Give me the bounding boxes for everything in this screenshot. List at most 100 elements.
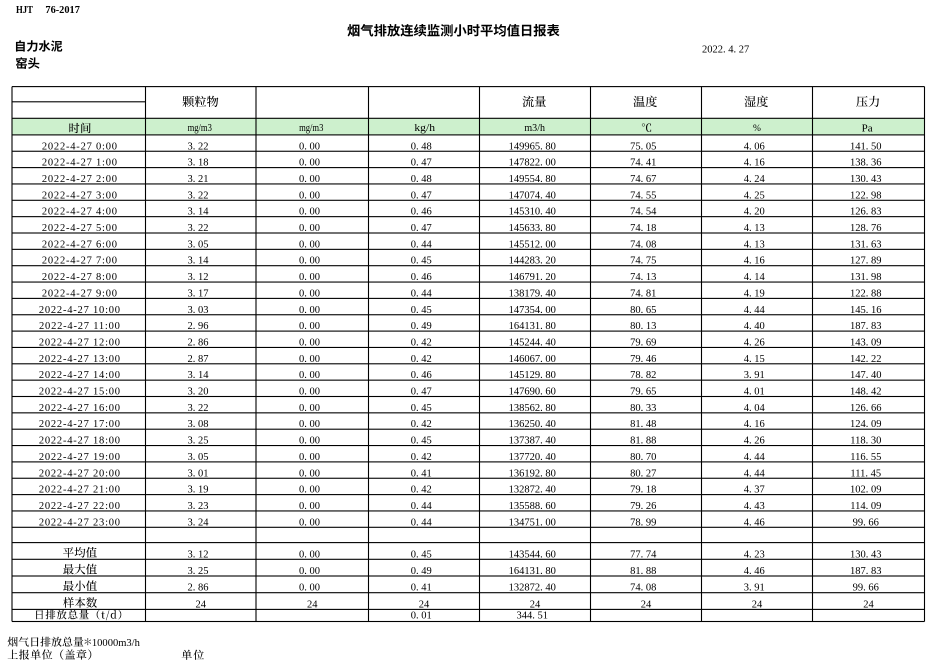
svg-text:4. 26: 4. 26 bbox=[744, 337, 765, 348]
svg-text:3. 05: 3. 05 bbox=[188, 452, 209, 463]
svg-text:3. 22: 3. 22 bbox=[188, 403, 209, 414]
svg-text:4. 04: 4. 04 bbox=[744, 403, 766, 414]
svg-text:142. 22: 142. 22 bbox=[850, 354, 882, 365]
svg-text:122. 98: 122. 98 bbox=[850, 190, 882, 201]
svg-text:0. 00: 0. 00 bbox=[299, 174, 320, 185]
svg-text:187. 83: 187. 83 bbox=[850, 566, 882, 577]
svg-text:3. 22: 3. 22 bbox=[188, 141, 209, 152]
svg-text:0. 00: 0. 00 bbox=[299, 141, 320, 152]
svg-text:2022-4-27 14:00: 2022-4-27 14:00 bbox=[39, 370, 121, 381]
svg-text:0. 49: 0. 49 bbox=[411, 321, 432, 332]
svg-text:127. 89: 127. 89 bbox=[850, 256, 882, 267]
svg-text:2022-4-27 9:00: 2022-4-27 9:00 bbox=[42, 288, 118, 299]
svg-text:3. 19: 3. 19 bbox=[188, 485, 209, 496]
svg-text:24: 24 bbox=[530, 599, 541, 610]
svg-text:135588. 60: 135588. 60 bbox=[509, 501, 556, 512]
svg-text:3. 01: 3. 01 bbox=[188, 468, 209, 479]
svg-text:118. 30: 118. 30 bbox=[850, 436, 881, 447]
svg-text:4. 24: 4. 24 bbox=[744, 174, 766, 185]
svg-text:74. 08: 74. 08 bbox=[630, 239, 656, 250]
svg-text:0. 42: 0. 42 bbox=[411, 485, 432, 496]
svg-text:77. 74: 77. 74 bbox=[630, 549, 657, 560]
svg-text:2. 96: 2. 96 bbox=[188, 321, 209, 332]
svg-text:74. 08: 74. 08 bbox=[630, 583, 656, 594]
svg-text:3. 14: 3. 14 bbox=[188, 256, 210, 267]
svg-text:24: 24 bbox=[419, 599, 430, 610]
svg-text:0. 01: 0. 01 bbox=[411, 611, 432, 622]
svg-text:149554. 80: 149554. 80 bbox=[509, 174, 556, 185]
svg-text:99. 66: 99. 66 bbox=[853, 583, 879, 594]
svg-text:111. 45: 111. 45 bbox=[850, 468, 881, 479]
svg-text:2022-4-27 4:00: 2022-4-27 4:00 bbox=[42, 207, 118, 218]
svg-text:3. 91: 3. 91 bbox=[744, 583, 765, 594]
svg-text:4. 25: 4. 25 bbox=[744, 190, 765, 201]
svg-text:0. 41: 0. 41 bbox=[411, 468, 432, 479]
svg-text:0. 00: 0. 00 bbox=[299, 321, 320, 332]
svg-text:147690. 60: 147690. 60 bbox=[509, 387, 556, 398]
svg-text:mg/m3: mg/m3 bbox=[188, 123, 212, 134]
svg-text:2022-4-27 18:00: 2022-4-27 18:00 bbox=[39, 436, 121, 447]
svg-text:141. 50: 141. 50 bbox=[850, 141, 882, 152]
svg-text:147. 40: 147. 40 bbox=[850, 370, 882, 381]
svg-text:%: % bbox=[753, 124, 761, 134]
svg-text:80. 27: 80. 27 bbox=[630, 468, 656, 479]
svg-text:124. 09: 124. 09 bbox=[850, 419, 882, 430]
svg-text:116. 55: 116. 55 bbox=[850, 452, 881, 463]
svg-text:2022-4-27 11:00: 2022-4-27 11:00 bbox=[39, 321, 121, 332]
svg-text:99. 66: 99. 66 bbox=[853, 517, 879, 528]
svg-text:3. 18: 3. 18 bbox=[188, 158, 209, 169]
svg-text:4. 20: 4. 20 bbox=[744, 207, 765, 218]
svg-text:0. 44: 0. 44 bbox=[411, 517, 433, 528]
svg-text:24: 24 bbox=[307, 599, 318, 610]
svg-text:4. 44: 4. 44 bbox=[744, 452, 766, 463]
svg-text:24: 24 bbox=[752, 599, 763, 610]
svg-text:4. 46: 4. 46 bbox=[744, 517, 765, 528]
svg-text:0. 00: 0. 00 bbox=[299, 256, 320, 267]
svg-text:2022-4-27 19:00: 2022-4-27 19:00 bbox=[39, 452, 121, 463]
svg-text:144283. 20: 144283. 20 bbox=[509, 256, 556, 267]
svg-text:81. 88: 81. 88 bbox=[630, 566, 656, 577]
svg-text:2022-4-27 8:00: 2022-4-27 8:00 bbox=[42, 272, 118, 283]
svg-text:4. 19: 4. 19 bbox=[744, 288, 765, 299]
svg-text:145. 16: 145. 16 bbox=[850, 305, 882, 316]
svg-text:2022-4-27 22:00: 2022-4-27 22:00 bbox=[39, 501, 121, 512]
svg-text:344. 51: 344. 51 bbox=[517, 611, 549, 622]
svg-text:74. 54: 74. 54 bbox=[630, 207, 657, 218]
svg-text:2022-4-27 3:00: 2022-4-27 3:00 bbox=[42, 190, 118, 201]
svg-text:2022-4-27 7:00: 2022-4-27 7:00 bbox=[42, 256, 118, 267]
svg-text:138562. 80: 138562. 80 bbox=[509, 403, 556, 414]
svg-text:75. 05: 75. 05 bbox=[630, 141, 656, 152]
svg-text:0. 44: 0. 44 bbox=[411, 239, 433, 250]
svg-text:2022-4-27 2:00: 2022-4-27 2:00 bbox=[42, 174, 118, 185]
svg-text:HJT: HJT bbox=[16, 4, 34, 16]
svg-text:130. 43: 130. 43 bbox=[850, 549, 882, 560]
svg-text:0. 00: 0. 00 bbox=[299, 370, 320, 381]
svg-text:m3/h: m3/h bbox=[524, 123, 545, 134]
svg-text:78. 99: 78. 99 bbox=[630, 517, 656, 528]
svg-text:80. 65: 80. 65 bbox=[630, 305, 656, 316]
svg-text:3. 25: 3. 25 bbox=[188, 436, 209, 447]
svg-text:0. 00: 0. 00 bbox=[299, 403, 320, 414]
svg-text:0. 42: 0. 42 bbox=[411, 354, 432, 365]
svg-text:4. 43: 4. 43 bbox=[744, 501, 765, 512]
svg-text:138. 36: 138. 36 bbox=[850, 158, 882, 169]
svg-text:74. 81: 74. 81 bbox=[630, 288, 656, 299]
svg-text:4. 44: 4. 44 bbox=[744, 305, 766, 316]
svg-text:128. 76: 128. 76 bbox=[850, 223, 882, 234]
svg-text:2022-4-27 6:00: 2022-4-27 6:00 bbox=[42, 239, 118, 250]
svg-text:145244. 40: 145244. 40 bbox=[509, 337, 556, 348]
svg-text:24: 24 bbox=[196, 599, 207, 610]
svg-text:149965. 80: 149965. 80 bbox=[509, 141, 556, 152]
svg-text:130. 43: 130. 43 bbox=[850, 174, 882, 185]
svg-text:0. 00: 0. 00 bbox=[299, 436, 320, 447]
svg-text:74. 75: 74. 75 bbox=[630, 256, 656, 267]
svg-text:0. 00: 0. 00 bbox=[299, 272, 320, 283]
svg-text:0. 46: 0. 46 bbox=[411, 207, 432, 218]
svg-text:0. 47: 0. 47 bbox=[411, 190, 432, 201]
svg-text:74. 67: 74. 67 bbox=[630, 174, 656, 185]
svg-text:164131. 80: 164131. 80 bbox=[509, 321, 556, 332]
svg-text:145129. 80: 145129. 80 bbox=[509, 370, 556, 381]
svg-text:4. 13: 4. 13 bbox=[744, 223, 765, 234]
svg-text:0. 00: 0. 00 bbox=[299, 288, 320, 299]
svg-text:0. 42: 0. 42 bbox=[411, 337, 432, 348]
